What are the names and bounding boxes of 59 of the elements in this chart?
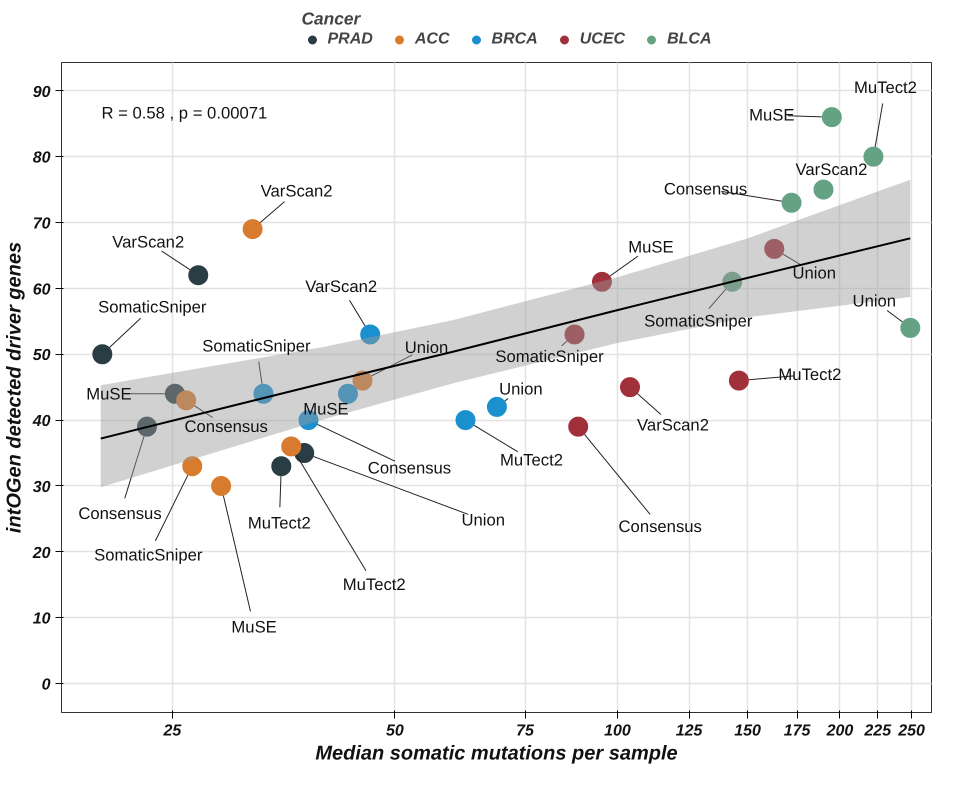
x-tick-label: 125 (676, 722, 704, 740)
legend-label: ACC (414, 30, 450, 48)
y-tick-label: 10 (32, 610, 51, 628)
data-label: SomaticSniper (202, 336, 312, 356)
data-label: MuSE (231, 617, 277, 636)
data-label: MuTect2 (342, 574, 406, 594)
data-label: VarScan2 (305, 276, 378, 296)
annotation: R = 0.58 , p = 0.00071 (102, 104, 268, 122)
data-label: Consensus (664, 179, 748, 198)
data-label: MuSE (303, 399, 349, 418)
x-tick-label: 25 (162, 722, 182, 740)
x-tick-label: 200 (826, 722, 854, 740)
y-tick-label: 0 (42, 676, 51, 694)
y-tick-label: 80 (32, 150, 51, 167)
data-label: Union (461, 510, 506, 530)
y-axis-title: intOGen detected driver genes (4, 242, 26, 534)
y-tick-label: 60 (32, 281, 51, 298)
x-tick-label: 75 (516, 722, 536, 740)
x-tick-label: 150 (734, 722, 762, 740)
data-label: MuSE (749, 106, 794, 125)
data-label: Consensus (368, 458, 452, 478)
y-tick-label: 40 (32, 413, 51, 430)
y-tick-label: 70 (32, 216, 51, 233)
x-tick-label: 50 (386, 722, 404, 740)
data-label: Consensus (78, 504, 162, 524)
legend-title: Cancer (301, 8, 362, 30)
data-label: VarScan2 (796, 160, 868, 180)
y-tick-label: 50 (32, 347, 51, 364)
x-tick-label: 100 (604, 722, 631, 740)
x-tick-label: 225 (863, 722, 892, 740)
data-label: MuSE (628, 237, 674, 256)
data-label: Union (852, 291, 896, 310)
data-label: MuTect2 (854, 78, 917, 98)
legend-label: BLCA (667, 30, 712, 48)
data-label: Union (792, 263, 836, 282)
legend-label: UCEC (580, 30, 626, 48)
y-tick-label: 20 (32, 544, 51, 562)
x-tick-label: 175 (784, 722, 812, 740)
data-label: SomaticSniper (94, 546, 203, 565)
y-tick-label: 90 (32, 84, 51, 101)
x-axis-title: Median somatic mutations per sample (315, 742, 678, 764)
data-label: MuSE (86, 384, 132, 404)
legend-label: PRAD (327, 30, 373, 48)
data-label: SomaticSniper (644, 311, 753, 330)
data-label: VarScan2 (112, 232, 184, 252)
legend-label: BRCA (492, 30, 538, 48)
data-label: Consensus (618, 517, 702, 536)
data-label: Union (499, 379, 543, 398)
data-label: SomaticSniper (495, 346, 604, 366)
x-tick-label: 250 (897, 722, 926, 740)
data-label: VarScan2 (637, 416, 709, 435)
y-tick-label: 30 (32, 478, 51, 496)
data-label: MuTect2 (500, 450, 563, 470)
data-label: MuTect2 (778, 365, 842, 384)
data-label: VarScan2 (260, 182, 333, 201)
data-label: Union (404, 338, 448, 358)
data-label: Consensus (184, 416, 268, 436)
data-label: MuTect2 (248, 514, 311, 533)
data-label: SomaticSniper (98, 298, 207, 317)
